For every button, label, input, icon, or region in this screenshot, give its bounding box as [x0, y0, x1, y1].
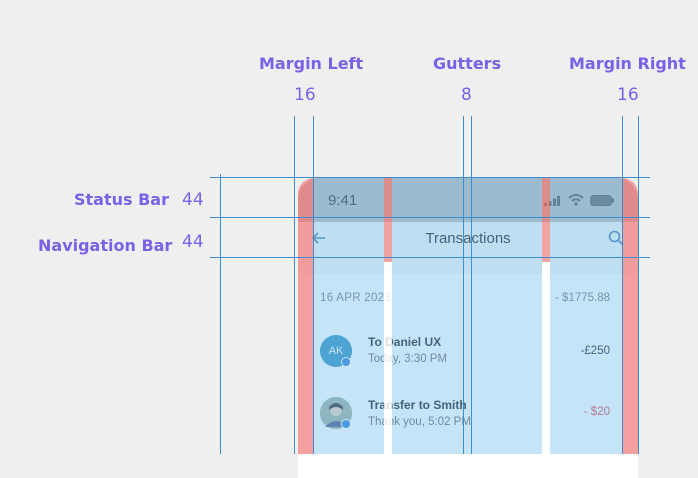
status-bar [298, 178, 638, 222]
guide-line [210, 217, 650, 218]
date-header: 16 APR 2023 [320, 292, 392, 304]
gutter-overlay [384, 262, 392, 454]
guide-line [638, 116, 639, 454]
status-column-tint [384, 178, 392, 262]
left-margin-overlay [298, 178, 314, 454]
online-dot [341, 419, 351, 429]
guide-line [210, 177, 650, 178]
navigation-bar-value: 44 [182, 232, 204, 252]
navigation-bar [298, 222, 638, 274]
guide-line [471, 116, 472, 454]
guide-line [210, 257, 650, 258]
avatar-initials: AK [328, 345, 344, 357]
status-column-tint [542, 178, 550, 262]
gutters-value: 8 [461, 85, 472, 105]
guide-line [463, 116, 464, 454]
transaction-amount: - $20 [583, 406, 610, 418]
navigation-bar-label: Navigation Bar [38, 236, 173, 255]
phone-mockup: 9:41 Transactions 16 APR 2023 - $1775.88… [298, 178, 638, 478]
margin-left-value: 16 [294, 85, 316, 105]
nav-title: Transactions [425, 230, 511, 247]
guide-line [294, 116, 295, 454]
column-overlay [314, 178, 384, 454]
column-overlay [392, 178, 542, 454]
wifi-icon [568, 194, 584, 206]
margin-right-value: 16 [617, 85, 639, 105]
status-time: 9:41 [328, 192, 358, 209]
battery-icon [590, 195, 614, 206]
guide-line [313, 116, 314, 454]
transaction-title: Transfer to Smith [368, 398, 467, 412]
gutter-overlay [542, 262, 550, 454]
column-overlay [550, 178, 622, 454]
right-margin-overlay [622, 178, 638, 454]
margin-right-label: Margin Right [569, 54, 686, 73]
guide-line [622, 116, 623, 454]
status-bar-label: Status Bar [74, 190, 169, 209]
guide-line [220, 174, 221, 454]
margin-left-label: Margin Left [259, 54, 364, 73]
transaction-subtitle: Thank you, 5:02 PM [368, 416, 471, 428]
person-icon [320, 397, 352, 429]
gutters-label: Gutters [433, 54, 502, 73]
status-bar-value: 44 [182, 190, 204, 210]
avatar-photo [320, 397, 352, 429]
online-dot [341, 357, 351, 367]
date-total: - $1775.88 [555, 292, 610, 304]
transaction-amount: -£250 [580, 345, 610, 357]
